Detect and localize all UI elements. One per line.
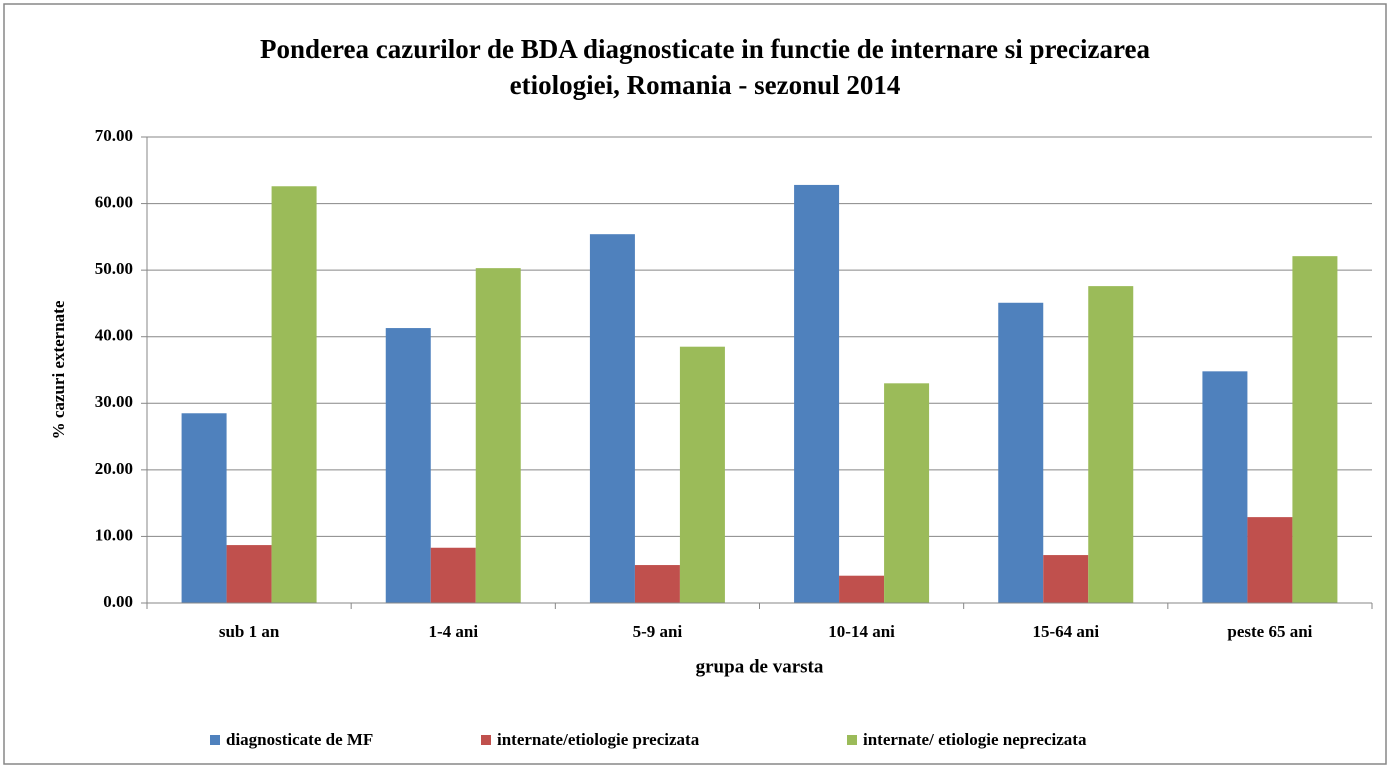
bar xyxy=(884,383,930,603)
bar xyxy=(998,302,1044,603)
bar xyxy=(385,328,431,603)
x-tick-label: peste 65 ani xyxy=(1227,622,1312,641)
x-axis-label: grupa de varsta xyxy=(696,656,824,677)
bar xyxy=(1202,371,1248,603)
x-tick-label: 1-4 ani xyxy=(428,622,478,641)
bar xyxy=(634,565,680,603)
chart-title: etiologiei, Romania - sezonul 2014 xyxy=(510,70,901,100)
bar xyxy=(1088,286,1134,603)
y-tick-label: 0.00 xyxy=(103,592,133,611)
bar xyxy=(794,184,840,603)
x-tick-label: 15-64 ani xyxy=(1032,622,1099,641)
bar xyxy=(1247,517,1293,603)
chart-title: Ponderea cazurilor de BDA diagnosticate … xyxy=(260,34,1150,64)
x-tick-label: 10-14 ani xyxy=(828,622,895,641)
bar xyxy=(839,575,885,603)
x-tick-label: sub 1 an xyxy=(219,622,280,641)
y-tick-label: 10.00 xyxy=(95,525,133,544)
bar xyxy=(589,234,635,604)
y-tick-label: 50.00 xyxy=(95,259,133,278)
y-tick-label: 20.00 xyxy=(95,459,133,478)
legend-label: diagnosticate de MF xyxy=(226,730,373,749)
y-tick-label: 70.00 xyxy=(95,126,133,145)
legend-label: internate/etiologie precizata xyxy=(497,730,700,749)
legend-swatch xyxy=(210,735,220,745)
bar xyxy=(1043,555,1089,603)
bar xyxy=(271,186,317,603)
bar xyxy=(1292,256,1338,603)
bar xyxy=(226,545,272,603)
y-tick-label: 40.00 xyxy=(95,326,133,345)
bar xyxy=(679,346,725,603)
y-axis-label: % cazuri externate xyxy=(49,300,68,439)
legend-swatch xyxy=(847,735,857,745)
bar xyxy=(181,413,227,603)
y-tick-label: 30.00 xyxy=(95,392,133,411)
bar xyxy=(430,547,476,603)
legend-swatch xyxy=(481,735,491,745)
bar xyxy=(475,268,521,603)
x-tick-label: 5-9 ani xyxy=(633,622,683,641)
legend-label: internate/ etiologie neprecizata xyxy=(863,730,1087,749)
y-tick-label: 60.00 xyxy=(95,192,133,211)
